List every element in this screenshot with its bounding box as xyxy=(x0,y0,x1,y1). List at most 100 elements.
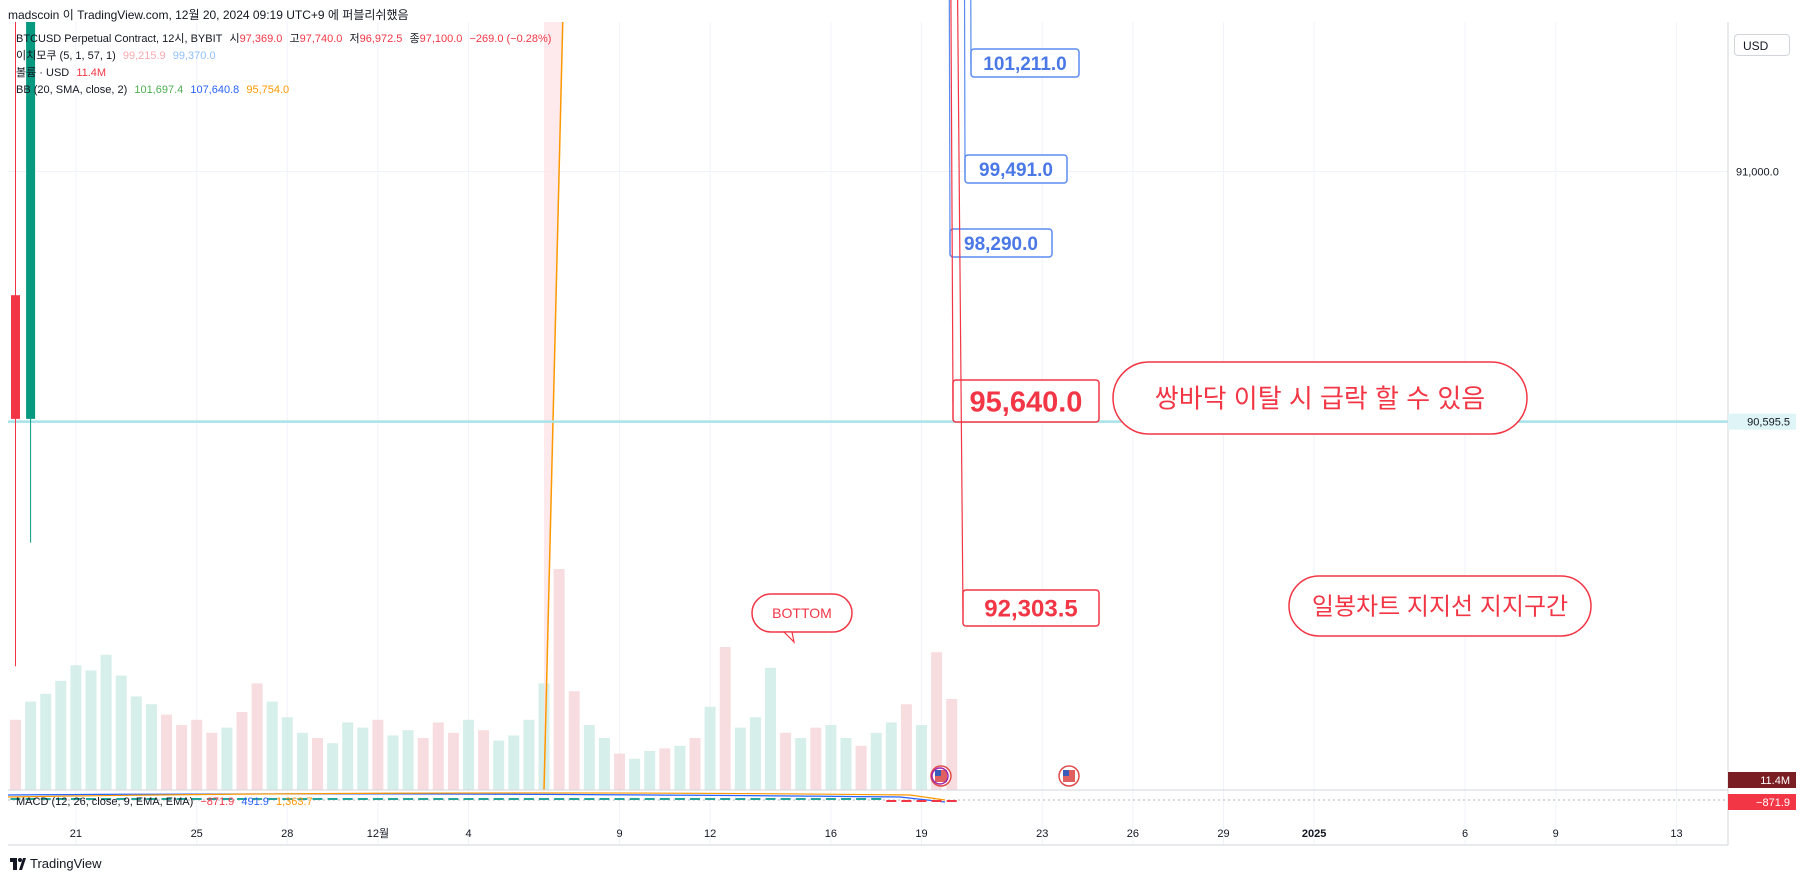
annotation-label: 92,303.5 xyxy=(984,596,1077,623)
x-tick-label: 4 xyxy=(465,828,471,840)
callout-bubble xyxy=(1288,575,1592,637)
macd-histogram-bar xyxy=(554,798,565,800)
macd-histogram-bar xyxy=(101,798,112,800)
y-axis: 91,000.091,500.092,000.092,500.093,000.0… xyxy=(1728,167,1796,810)
macd-histogram-bar xyxy=(463,798,474,800)
volume-bar xyxy=(780,732,792,790)
volume-bar xyxy=(372,719,384,790)
macd-histogram-bar xyxy=(720,798,731,800)
volume-bar xyxy=(327,743,339,790)
macd-histogram-bar xyxy=(221,798,232,800)
x-tick-label: 25 xyxy=(191,828,203,840)
annotation-label: 98,290.0 xyxy=(964,234,1038,255)
volume-bar xyxy=(659,748,671,790)
volume-bar xyxy=(236,712,248,790)
volume-bar xyxy=(145,704,157,790)
volume-bar xyxy=(251,683,263,790)
x-tick-label: 9 xyxy=(616,828,622,840)
macd-value-2: 491.9 xyxy=(241,796,269,808)
volume-bar xyxy=(674,745,686,790)
volume-badge: 11.4M xyxy=(1760,775,1790,787)
currency-selector[interactable]: USD xyxy=(1734,34,1790,56)
x-tick-label: 2025 xyxy=(1302,828,1326,840)
tradingview-logo[interactable]: TradingView xyxy=(10,856,102,871)
volume-bar xyxy=(281,717,293,790)
macd-histogram-bar xyxy=(388,798,398,800)
volume-bar xyxy=(704,706,716,790)
macd-histogram-bar xyxy=(539,798,549,800)
volume-bar xyxy=(463,719,474,790)
x-tick-label: 19 xyxy=(915,828,927,840)
macd-histogram-bar xyxy=(674,798,685,800)
plot-area xyxy=(8,22,1728,790)
macd-histogram-bar xyxy=(403,798,414,800)
annotation-box xyxy=(952,379,1100,423)
volume-bar xyxy=(508,735,520,790)
macd-histogram-bar xyxy=(55,798,66,800)
x-tick-label: 12월 xyxy=(367,827,389,840)
macd-histogram-bar xyxy=(433,798,444,800)
volume-bar xyxy=(100,654,112,790)
volume-bar xyxy=(176,725,188,790)
cloud-fill xyxy=(544,22,563,790)
annotation-box xyxy=(962,589,1100,627)
macd-histogram-bar xyxy=(659,798,670,800)
callout-tail xyxy=(782,631,795,644)
macd-histogram-bar xyxy=(176,798,187,800)
volume-bar xyxy=(734,727,746,790)
candle-body xyxy=(26,22,36,419)
ohlc-open-label: 시 xyxy=(229,33,240,45)
ichimoku-value-1: 99,215.9 xyxy=(122,50,166,62)
volume-bar xyxy=(447,732,459,790)
annotation-leader xyxy=(948,0,951,246)
x-tick-label: 23 xyxy=(1036,828,1048,840)
tradingview-icon xyxy=(10,857,26,870)
macd-histogram-bar xyxy=(614,798,625,800)
volume-bar xyxy=(523,719,535,790)
macd-line xyxy=(7,793,946,803)
macd-histogram-bar xyxy=(508,798,519,800)
volume-bar xyxy=(810,727,822,790)
ohlc-close-label: 종 xyxy=(409,33,420,45)
macd-histogram-bar xyxy=(750,798,761,800)
volume-bar xyxy=(568,691,580,790)
volume-bar xyxy=(931,652,943,790)
macd-histogram-bar xyxy=(644,798,655,800)
macd-histogram-bar xyxy=(327,798,338,800)
x-tick-label: 6 xyxy=(1462,828,1468,840)
macd-histogram-bar xyxy=(825,798,836,800)
macd-histogram-bar xyxy=(267,798,278,800)
macd-histogram-bar xyxy=(448,798,459,800)
symbol-title: BTCUSD Perpetual Contract, 12시, BYBIT xyxy=(16,33,223,45)
macd-histogram-bar xyxy=(886,800,897,802)
bb-value-3: 95,754.0 xyxy=(246,84,290,96)
volume-bar xyxy=(749,717,761,790)
macd-histogram-bar xyxy=(569,798,580,800)
macd-histogram-bar xyxy=(765,798,776,800)
macd-histogram-bar xyxy=(418,798,429,800)
macd-histogram-bar xyxy=(856,798,867,800)
annotation-label: 99,491.0 xyxy=(979,160,1053,181)
annotation-label: 101,211.0 xyxy=(983,54,1066,75)
annotation-box xyxy=(970,48,1080,78)
volume-bar xyxy=(266,701,278,790)
macd-histogram-bar xyxy=(161,798,172,800)
volume-bar xyxy=(342,722,354,790)
volume-bar xyxy=(946,699,958,790)
macd-histogram-bar xyxy=(810,798,821,800)
volume-bar xyxy=(432,722,444,790)
bb-value-1: 101,697.4 xyxy=(134,84,184,96)
candle-series xyxy=(11,22,36,667)
macd-histogram-bar xyxy=(10,798,21,800)
volume-bar xyxy=(221,727,233,790)
callout-bubble xyxy=(751,593,853,633)
macd-histogram-bar xyxy=(931,800,942,802)
ohlc-open: 97,369.0 xyxy=(239,33,283,45)
macd-histogram-bar xyxy=(372,798,383,800)
flag-canton xyxy=(935,770,941,776)
line-price-badge-bg xyxy=(1728,413,1796,430)
volume-bar xyxy=(614,753,625,790)
macd-histogram-bar xyxy=(478,798,489,800)
macd-histogram-bar xyxy=(312,798,323,800)
